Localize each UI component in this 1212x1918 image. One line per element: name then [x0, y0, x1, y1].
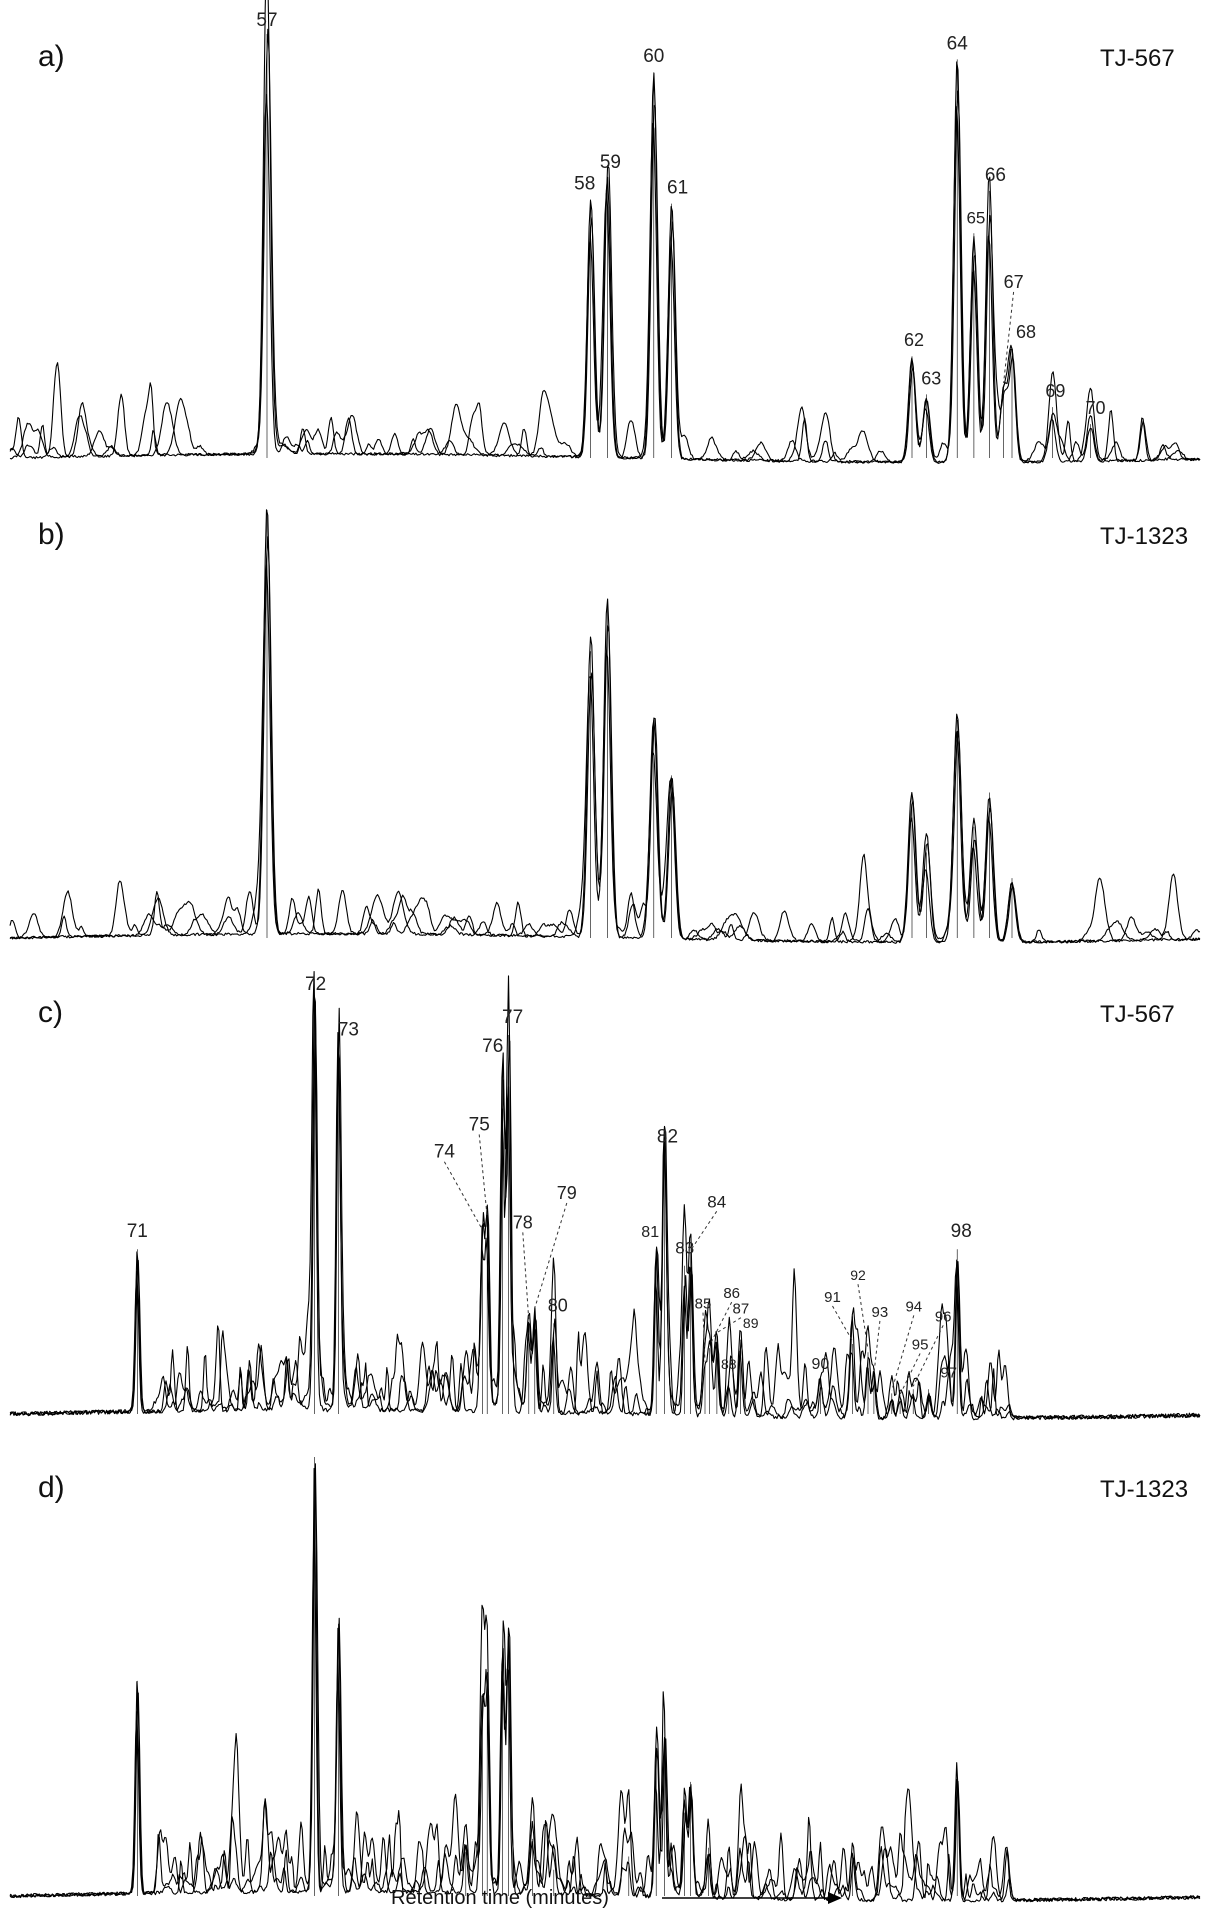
peak-label: 83 — [675, 1239, 694, 1258]
panel-a-label: a) — [38, 40, 65, 73]
peak-label: 74 — [434, 1142, 456, 1163]
peak-leader-line — [478, 1134, 488, 1218]
chromatogram-trace — [9, 564, 1201, 944]
panel-c-label: c) — [38, 996, 63, 1029]
peak-label: 64 — [947, 33, 969, 54]
peak-label: 78 — [513, 1212, 533, 1232]
peak-leader-line — [716, 1317, 742, 1334]
peak-leader-line — [443, 1161, 483, 1230]
panel-d-sample-label: TJ-1323 — [1100, 1476, 1188, 1503]
peak-leader-line — [873, 1320, 881, 1374]
peak-label: 59 — [600, 152, 621, 173]
peak-label: 57 — [256, 10, 277, 31]
panel-c-sample-label: TJ-567 — [1100, 1001, 1175, 1028]
peak-label: 98 — [951, 1221, 972, 1242]
peak-label: 95 — [912, 1337, 929, 1354]
peak-label: 92 — [850, 1267, 866, 1283]
panel-d: d) TJ-1323 — [9, 1457, 1201, 1903]
peak-label: 80 — [548, 1295, 568, 1315]
chromatogram-trace — [9, 975, 1201, 1421]
panel-d-traces — [9, 1457, 1201, 1903]
peak-label: 86 — [723, 1285, 740, 1302]
chromatogram-trace — [9, 536, 1201, 944]
peak-label: 61 — [667, 178, 688, 199]
panel-a-sample-label: TJ-567 — [1100, 45, 1175, 72]
peak-label: 69 — [1045, 381, 1065, 401]
peak-label: 88 — [721, 1356, 737, 1372]
panel-d-label: d) — [38, 1471, 65, 1504]
peak-label: 71 — [127, 1221, 148, 1242]
peak-label: 79 — [557, 1183, 577, 1203]
peak-label: 89 — [743, 1315, 759, 1331]
peak-label: 67 — [1004, 272, 1024, 292]
peak-label: 90 — [812, 1356, 830, 1373]
peak-label: 68 — [1016, 322, 1036, 342]
chromatogram-trace — [9, 93, 1201, 464]
chromatogram-trace — [9, 1518, 1201, 1903]
peak-label: 70 — [1085, 398, 1105, 418]
peak-leader-line — [709, 1301, 733, 1346]
panel-c-traces — [9, 971, 1201, 1421]
peak-label: 91 — [824, 1289, 841, 1306]
chromatogram-trace — [9, 1463, 1201, 1902]
peak-label: 77 — [502, 1007, 523, 1028]
x-axis-arrow-head — [828, 1892, 842, 1904]
peak-label: 76 — [482, 1036, 503, 1057]
peak-label: 62 — [904, 330, 924, 350]
peak-leader-line — [534, 1202, 568, 1309]
peak-label: 97 — [940, 1364, 957, 1381]
peak-label: 63 — [921, 368, 941, 388]
peak-leader-line — [522, 1232, 530, 1321]
x-axis: Retention time (minutes) — [391, 1887, 842, 1909]
peak-label: 87 — [733, 1301, 750, 1318]
peak-leader-line — [899, 1353, 921, 1395]
panel-c: c) TJ-567 71 72 73 74 75 76 77 78 79 80 81 82 83 84 85… — [9, 971, 1201, 1421]
peak-label: 93 — [872, 1304, 889, 1321]
peak-label: 82 — [657, 1126, 678, 1147]
panel-b-traces — [9, 509, 1201, 944]
panel-b: b) TJ-1323 — [9, 509, 1201, 944]
peak-leader-line — [832, 1305, 853, 1342]
peak-label: 84 — [707, 1192, 726, 1211]
chromatogram-trace — [9, 28, 1201, 464]
x-axis-title: Retention time (minutes) — [391, 1887, 609, 1909]
peak-label: 58 — [574, 173, 595, 194]
panel-a-traces — [9, 0, 1201, 464]
peak-label: 66 — [985, 165, 1006, 186]
peak-leader-line — [857, 1284, 869, 1350]
peak-label: 72 — [305, 974, 326, 995]
chromatogram-trace — [9, 971, 1201, 1421]
chromatogram-trace — [9, 1467, 1201, 1903]
peak-label: 60 — [643, 46, 664, 67]
peak-label: 96 — [935, 1308, 952, 1325]
peak-leader-line — [891, 1315, 915, 1391]
peak-leader-line — [690, 1211, 718, 1251]
peak-label: 94 — [905, 1298, 922, 1315]
peak-leader-line — [702, 1312, 706, 1362]
peak-label: 73 — [338, 1019, 359, 1040]
panel-b-sample-label: TJ-1323 — [1100, 523, 1188, 550]
peak-leader-line — [912, 1325, 944, 1387]
chromatogram-trace — [9, 1007, 1201, 1421]
peak-label: 85 — [695, 1296, 712, 1313]
peak-label: 81 — [641, 1224, 659, 1241]
panel-b-label: b) — [38, 518, 65, 551]
peak-label: 65 — [966, 208, 985, 227]
peak-label: 75 — [469, 1114, 490, 1135]
